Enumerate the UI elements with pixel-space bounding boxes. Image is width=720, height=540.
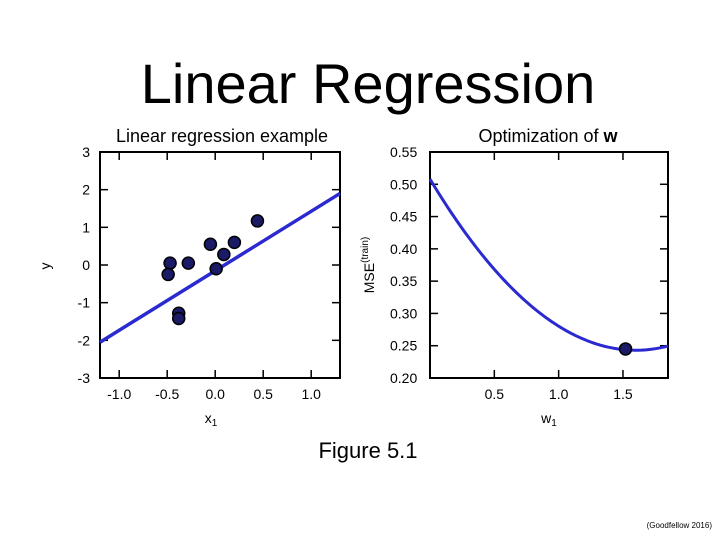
slide-title: Linear Regression [140,52,596,115]
optimization-y-label-sup: (train) [360,237,371,263]
right-ytick-label-0: 0.55 [390,144,417,160]
left-xtick-label-1: -0.5 [155,386,179,402]
right-xtick-label-1: 1.0 [549,386,569,402]
regression-y-ticks: 3 2 1 0 -1 -2 -3 [78,144,340,386]
left-ytick-label-4: -1 [78,295,91,311]
regression-point-9 [250,214,265,228]
right-ytick-label-1: 0.50 [390,176,417,192]
regression-point-3 [171,311,186,326]
right-xtick-label-2: 1.5 [613,386,633,402]
mse-curve [428,178,669,352]
right-ytick-label-2: 0.45 [390,209,417,225]
regression-point-4 [181,256,196,270]
regression-points [161,214,265,326]
optimization-title-main: Optimization of [478,126,603,146]
optimization-x-ticks: 0.5 1.0 1.5 [485,152,633,402]
figure-caption: Figure 5.1 [318,438,418,463]
optimization-y-label-main: MSE [361,263,377,293]
optimization-chart: Optimization of w 0.550.500.450.400.350.… [360,126,669,429]
regression-x-label-sub: 1 [212,418,218,429]
optimization-y-axis-label: MSE(train) [360,237,377,293]
left-xtick-label-3: 0.5 [253,386,273,402]
regression-point-8 [227,235,242,250]
left-ytick-label-1: 2 [82,182,90,198]
left-ytick-label-5: -2 [78,332,91,348]
right-xtick-label-0: 0.5 [485,386,505,402]
optimization-x-label-main: w [540,410,552,426]
optimum-marker [618,342,633,356]
left-ytick-label-0: 3 [82,144,90,160]
left-xtick-label-4: 1.0 [301,386,321,402]
citation: (Goodfellow 2016) [646,521,712,530]
optimization-plot-frame [429,151,669,379]
left-xtick-label-2: 0.0 [205,386,225,402]
left-ytick-label-2: 1 [82,219,90,235]
regression-point-5 [203,237,218,252]
regression-chart: Linear regression example 3 2 1 0 -1 -2 -3 -1.… [37,126,341,429]
left-ytick-label-3: 0 [82,257,90,273]
left-xtick-label-0: -1.0 [107,386,131,402]
optimization-x-axis-label: w1 [540,410,557,429]
right-ytick-label-4: 0.35 [390,273,417,289]
optimization-title-emph: w [603,126,619,146]
regression-y-axis-label: y [37,263,53,270]
regression-point-1 [161,267,175,282]
right-ytick-label-3: 0.40 [390,241,417,257]
regression-point-7 [217,247,231,262]
right-ytick-label-6: 0.25 [390,338,417,354]
left-ytick-label-6: -3 [78,370,91,386]
regression-x-ticks: -1.0 -0.5 0.0 0.5 1.0 [107,152,321,402]
regression-point-6 [209,262,223,276]
right-ytick-label-5: 0.30 [390,305,417,321]
regression-point-0 [163,256,177,270]
optimization-y-ticks: 0.55 0.50 0.45 0.40 0.35 0.30 0.25 0.20 [390,144,668,386]
optimization-x-label-sub: 1 [551,418,557,429]
regression-chart-title: Linear regression example [116,126,328,146]
optimization-chart-title: Optimization of w [478,126,618,146]
regression-x-label-main: x [205,410,212,426]
regression-x-axis-label: x1 [205,410,218,429]
right-ytick-label-7: 0.20 [390,370,417,386]
